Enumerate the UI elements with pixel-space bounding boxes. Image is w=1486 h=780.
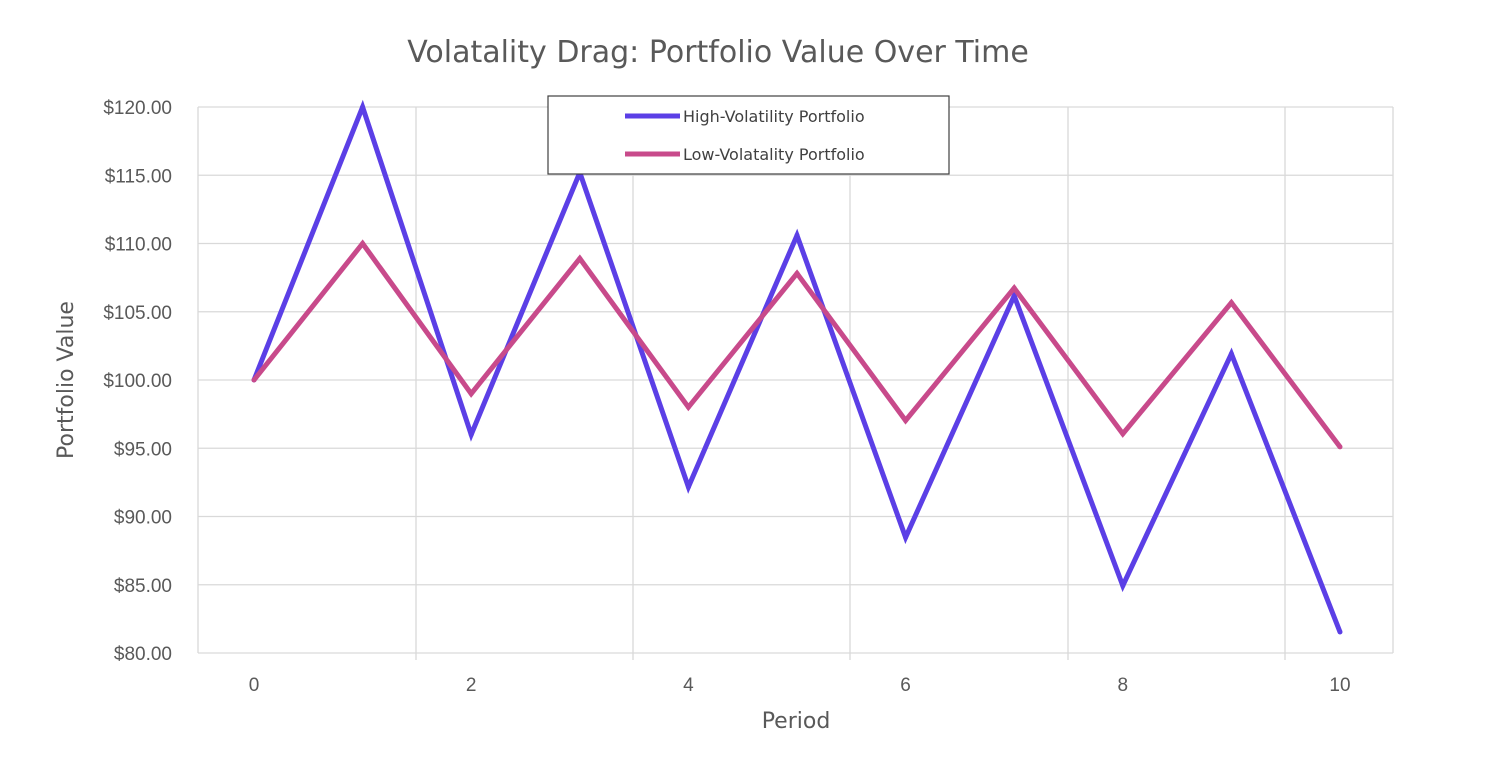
x-tick-label: 2 (466, 675, 477, 696)
data-point-high-volatility (903, 534, 909, 540)
data-point-high-volatility (1120, 583, 1126, 589)
x-axis-tick-labels: 0 2 4 6 8 10 (249, 675, 1351, 696)
legend-label-high-volatility: High-Volatility Portfolio (683, 107, 865, 126)
legend-box (547, 95, 950, 175)
x-tick-label: 4 (683, 675, 694, 696)
data-point-low-volatility (685, 404, 691, 410)
y-tick-label: $90.00 (114, 508, 172, 529)
data-point-high-volatility (1228, 351, 1234, 357)
y-tick-label: $85.00 (114, 576, 172, 597)
y-axis-tick-labels: $80.00 $85.00 $90.00 $95.00 $100.00 $105.00 $1… (103, 98, 172, 665)
data-point-low-volatility (1120, 431, 1126, 437)
gridlines (197, 106, 1394, 660)
data-point-high-volatility (468, 432, 474, 438)
data-point-low-volatility (1011, 285, 1017, 291)
legend-label-low-volatility: Low-Volatality Portfolio (683, 145, 865, 164)
x-tick-label: 10 (1329, 675, 1350, 696)
series-lines (251, 99, 1343, 635)
y-tick-label: $100.00 (103, 371, 172, 392)
y-tick-label: $115.00 (105, 166, 172, 187)
data-point-low-volatility (360, 241, 366, 246)
data-point-high-volatility (794, 232, 800, 238)
y-tick-label: $120.00 (103, 98, 172, 119)
data-point-high-volatility (1011, 293, 1017, 299)
data-point-low-volatility (1337, 444, 1343, 450)
y-tick-label: $80.00 (114, 644, 172, 665)
x-tick-label: 6 (900, 675, 911, 696)
chart-title: Volatality Drag: Portfolio Value Over Ti… (407, 35, 1029, 70)
x-axis-title: Period (762, 709, 831, 734)
data-point-low-volatility (794, 270, 800, 276)
data-point-high-volatility (1337, 629, 1343, 635)
data-point-low-volatility (903, 418, 909, 424)
x-tick-label: 0 (249, 675, 260, 696)
data-point-low-volatility (251, 377, 257, 383)
data-point-low-volatility (577, 256, 583, 262)
legend: High-Volatility Portfolio Low-Volatality… (547, 95, 950, 175)
data-point-low-volatility (468, 391, 474, 397)
y-axis-title: Portfolio Value (54, 301, 79, 459)
x-tick-label: 8 (1118, 675, 1129, 696)
data-point-high-volatility (360, 104, 366, 110)
data-point-low-volatility (1228, 300, 1234, 306)
y-tick-label: $105.00 (103, 303, 172, 324)
data-point-high-volatility (685, 484, 691, 490)
y-tick-label: $110.00 (105, 235, 172, 256)
y-tick-label: $95.00 (114, 439, 172, 460)
